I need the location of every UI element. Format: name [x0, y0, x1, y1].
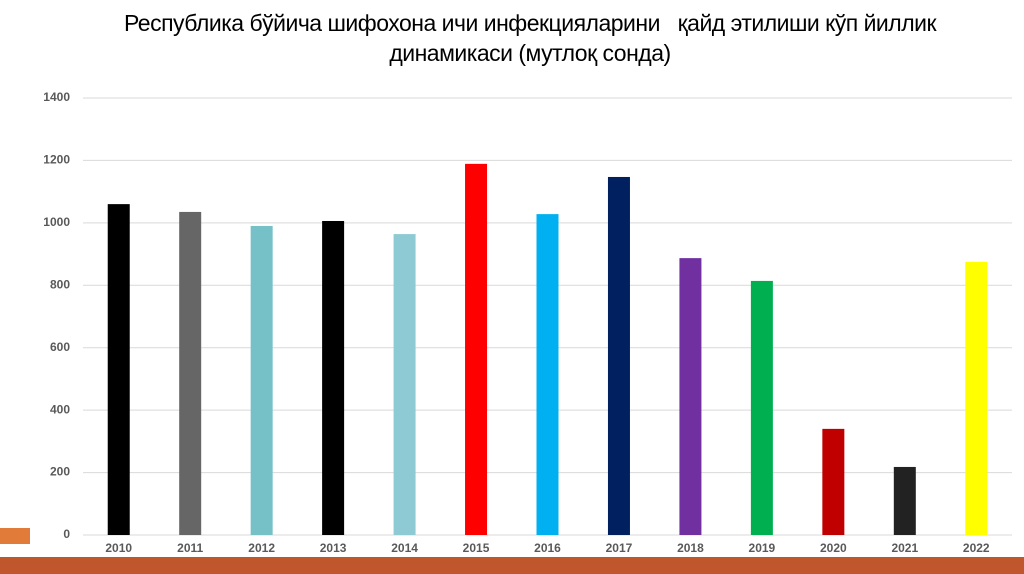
y-tick-label: 400 [50, 402, 70, 416]
y-tick-label: 1200 [43, 153, 70, 167]
bar [750, 280, 773, 535]
x-tick-label: 2010 [105, 541, 132, 555]
decor-band [0, 557, 1024, 574]
bar [536, 214, 559, 536]
x-tick-label: 2022 [963, 541, 990, 555]
bar [107, 204, 130, 535]
x-tick-label: 2020 [820, 541, 847, 555]
y-tick-label: 600 [50, 340, 70, 354]
bar [607, 176, 630, 535]
x-tick-label: 2016 [534, 541, 561, 555]
x-tick-label: 2013 [320, 541, 347, 555]
y-tick-label: 1400 [43, 90, 70, 104]
bar [322, 220, 345, 535]
x-tick-label: 2015 [463, 541, 490, 555]
y-tick-label: 800 [50, 277, 70, 291]
y-tick-label: 1000 [43, 215, 70, 229]
x-tick-label: 2011 [177, 541, 203, 555]
bar [822, 428, 845, 535]
y-tick-label: 0 [63, 527, 70, 541]
x-tick-label: 2021 [891, 541, 918, 555]
bar [393, 234, 416, 535]
x-tick-label: 2012 [248, 541, 275, 555]
bar [250, 225, 273, 535]
y-tick-label: 200 [50, 465, 70, 479]
bar [965, 261, 988, 535]
decor-strip [0, 528, 30, 544]
x-tick-label: 2019 [749, 541, 776, 555]
chart-title: Республика бўйича шифохона ичи инфекциял… [123, 10, 942, 66]
x-tick-label: 2018 [677, 541, 704, 555]
bar [179, 211, 202, 536]
bar [679, 258, 702, 535]
bar [893, 466, 916, 535]
x-tick-label: 2014 [391, 541, 418, 555]
x-tick-label: 2017 [606, 541, 633, 555]
bar [465, 163, 488, 536]
